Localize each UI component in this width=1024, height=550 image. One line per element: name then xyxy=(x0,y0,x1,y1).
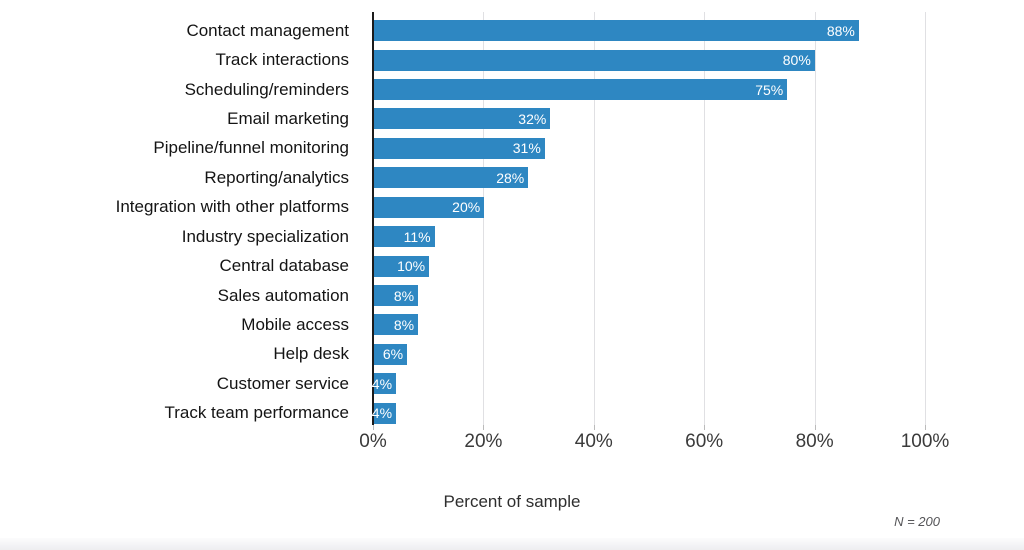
bar-value-label: 32% xyxy=(518,110,547,127)
category-label: Central database xyxy=(219,256,349,276)
category-label: Pipeline/funnel monitoring xyxy=(153,138,349,158)
x-tick-label: 80% xyxy=(795,431,834,452)
x-tick-label: 20% xyxy=(464,431,503,452)
category-label: Sales automation xyxy=(217,285,349,305)
x-tick-mark xyxy=(814,425,816,430)
category-label: Industry specialization xyxy=(181,226,349,246)
bar-value-label: 4% xyxy=(371,405,393,422)
category-label: Scheduling/reminders xyxy=(184,79,349,99)
bar: 8% xyxy=(374,314,419,336)
bar-value-label: 75% xyxy=(755,81,784,98)
x-tick-labels: 0% 20% 40% 60% 80% 100% xyxy=(359,431,949,455)
bar-value-label: 31% xyxy=(512,140,541,157)
plot-area: 88% 80% 75% 32% 31% 28% 20% 11% 10% 8% 8% 6% 4% 4% xyxy=(371,12,926,428)
bar-row: 32% xyxy=(374,104,925,133)
bar-row: 28% xyxy=(374,163,925,192)
category-label: Integration with other platforms xyxy=(115,197,349,217)
bar-row: 8% xyxy=(374,310,925,339)
bar: 4% xyxy=(371,373,397,395)
category-label: Reporting/analytics xyxy=(204,167,349,187)
x-tick-mark xyxy=(593,425,595,430)
bar: 88% xyxy=(374,20,859,42)
bar-row: 11% xyxy=(374,222,925,251)
category-label: Email marketing xyxy=(227,108,349,128)
bar-value-label: 20% xyxy=(452,199,481,216)
bar: 28% xyxy=(374,167,529,189)
bar-value-label: 80% xyxy=(782,52,811,69)
sample-size-annotation: N = 200 xyxy=(894,514,940,529)
category-label: Contact management xyxy=(186,20,349,40)
category-label: Track interactions xyxy=(215,50,349,70)
gridline xyxy=(925,12,926,425)
category-label: Track team performance xyxy=(164,403,349,423)
bar: 8% xyxy=(374,285,419,306)
x-tick-mark xyxy=(704,425,706,430)
bar-value-label: 28% xyxy=(496,169,525,186)
x-tick-mark xyxy=(925,425,926,430)
x-tick-label: 60% xyxy=(685,431,724,452)
bar: 11% xyxy=(374,226,435,248)
bar-row: 6% xyxy=(374,340,925,369)
bar-row: 20% xyxy=(374,193,925,222)
bar-row: 10% xyxy=(374,251,925,280)
bar: 32% xyxy=(374,108,551,130)
bar: 6% xyxy=(374,343,408,365)
x-tick-label: 0% xyxy=(359,431,387,452)
bar-row: 88% xyxy=(374,16,925,45)
bar: 31% xyxy=(374,137,545,159)
bar-value-label: 4% xyxy=(371,375,393,392)
category-label: Help desk xyxy=(273,344,349,364)
bar-row: 8% xyxy=(374,281,925,310)
bar-value-label: 8% xyxy=(393,287,415,304)
x-tick-mark xyxy=(373,425,374,430)
gridline xyxy=(814,12,816,425)
bar-value-label: 8% xyxy=(393,316,415,333)
gridline xyxy=(483,12,485,425)
bar-row: 4% xyxy=(371,369,925,398)
x-tick-label: 100% xyxy=(900,431,950,452)
bar-value-label: 10% xyxy=(397,258,426,275)
bar: 80% xyxy=(374,49,815,71)
category-label: Mobile access xyxy=(241,314,349,334)
x-tick-label: 40% xyxy=(574,431,613,452)
gridline xyxy=(704,12,706,425)
bar-value-label: 11% xyxy=(403,228,431,245)
bar-value-label: 88% xyxy=(826,22,855,39)
gridline xyxy=(593,12,595,425)
bar: 4% xyxy=(371,402,397,424)
bars-area: 88% 80% 75% 32% 31% 28% 20% 11% 10% 8% 8% 6% 4% 4% xyxy=(371,16,925,428)
y-axis-line xyxy=(372,12,374,425)
x-tick-mark xyxy=(483,425,485,430)
bar-value-label: 6% xyxy=(382,346,404,363)
bar: 20% xyxy=(374,196,485,218)
category-labels: Contact management Track interactions Sche… xyxy=(0,16,361,428)
bar: 10% xyxy=(374,255,430,277)
footer-band xyxy=(0,538,1024,550)
x-axis-title: Percent of sample xyxy=(443,492,581,511)
category-label: Customer service xyxy=(216,373,349,393)
x-tick-marks xyxy=(373,425,926,430)
bar-row: 75% xyxy=(374,75,925,104)
bar-row: 31% xyxy=(374,134,925,163)
bar-row: 80% xyxy=(374,45,925,74)
bar: 75% xyxy=(374,79,788,101)
bar-row: 4% xyxy=(371,398,925,427)
